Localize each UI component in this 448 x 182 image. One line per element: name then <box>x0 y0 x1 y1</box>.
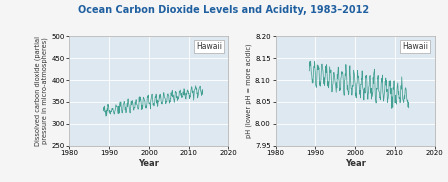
Text: Ocean Carbon Dioxide Levels and Acidity, 1983–2012: Ocean Carbon Dioxide Levels and Acidity,… <box>78 5 370 15</box>
Text: Hawaii: Hawaii <box>196 42 222 51</box>
Y-axis label: pH (lower pH = more acidic): pH (lower pH = more acidic) <box>246 44 252 138</box>
Text: Hawaii: Hawaii <box>402 42 428 51</box>
X-axis label: Year: Year <box>345 159 366 168</box>
X-axis label: Year: Year <box>138 159 159 168</box>
Y-axis label: Dissolved carbon dioxide (partial
pressure in micro-atmospheres): Dissolved carbon dioxide (partial pressu… <box>34 36 48 146</box>
